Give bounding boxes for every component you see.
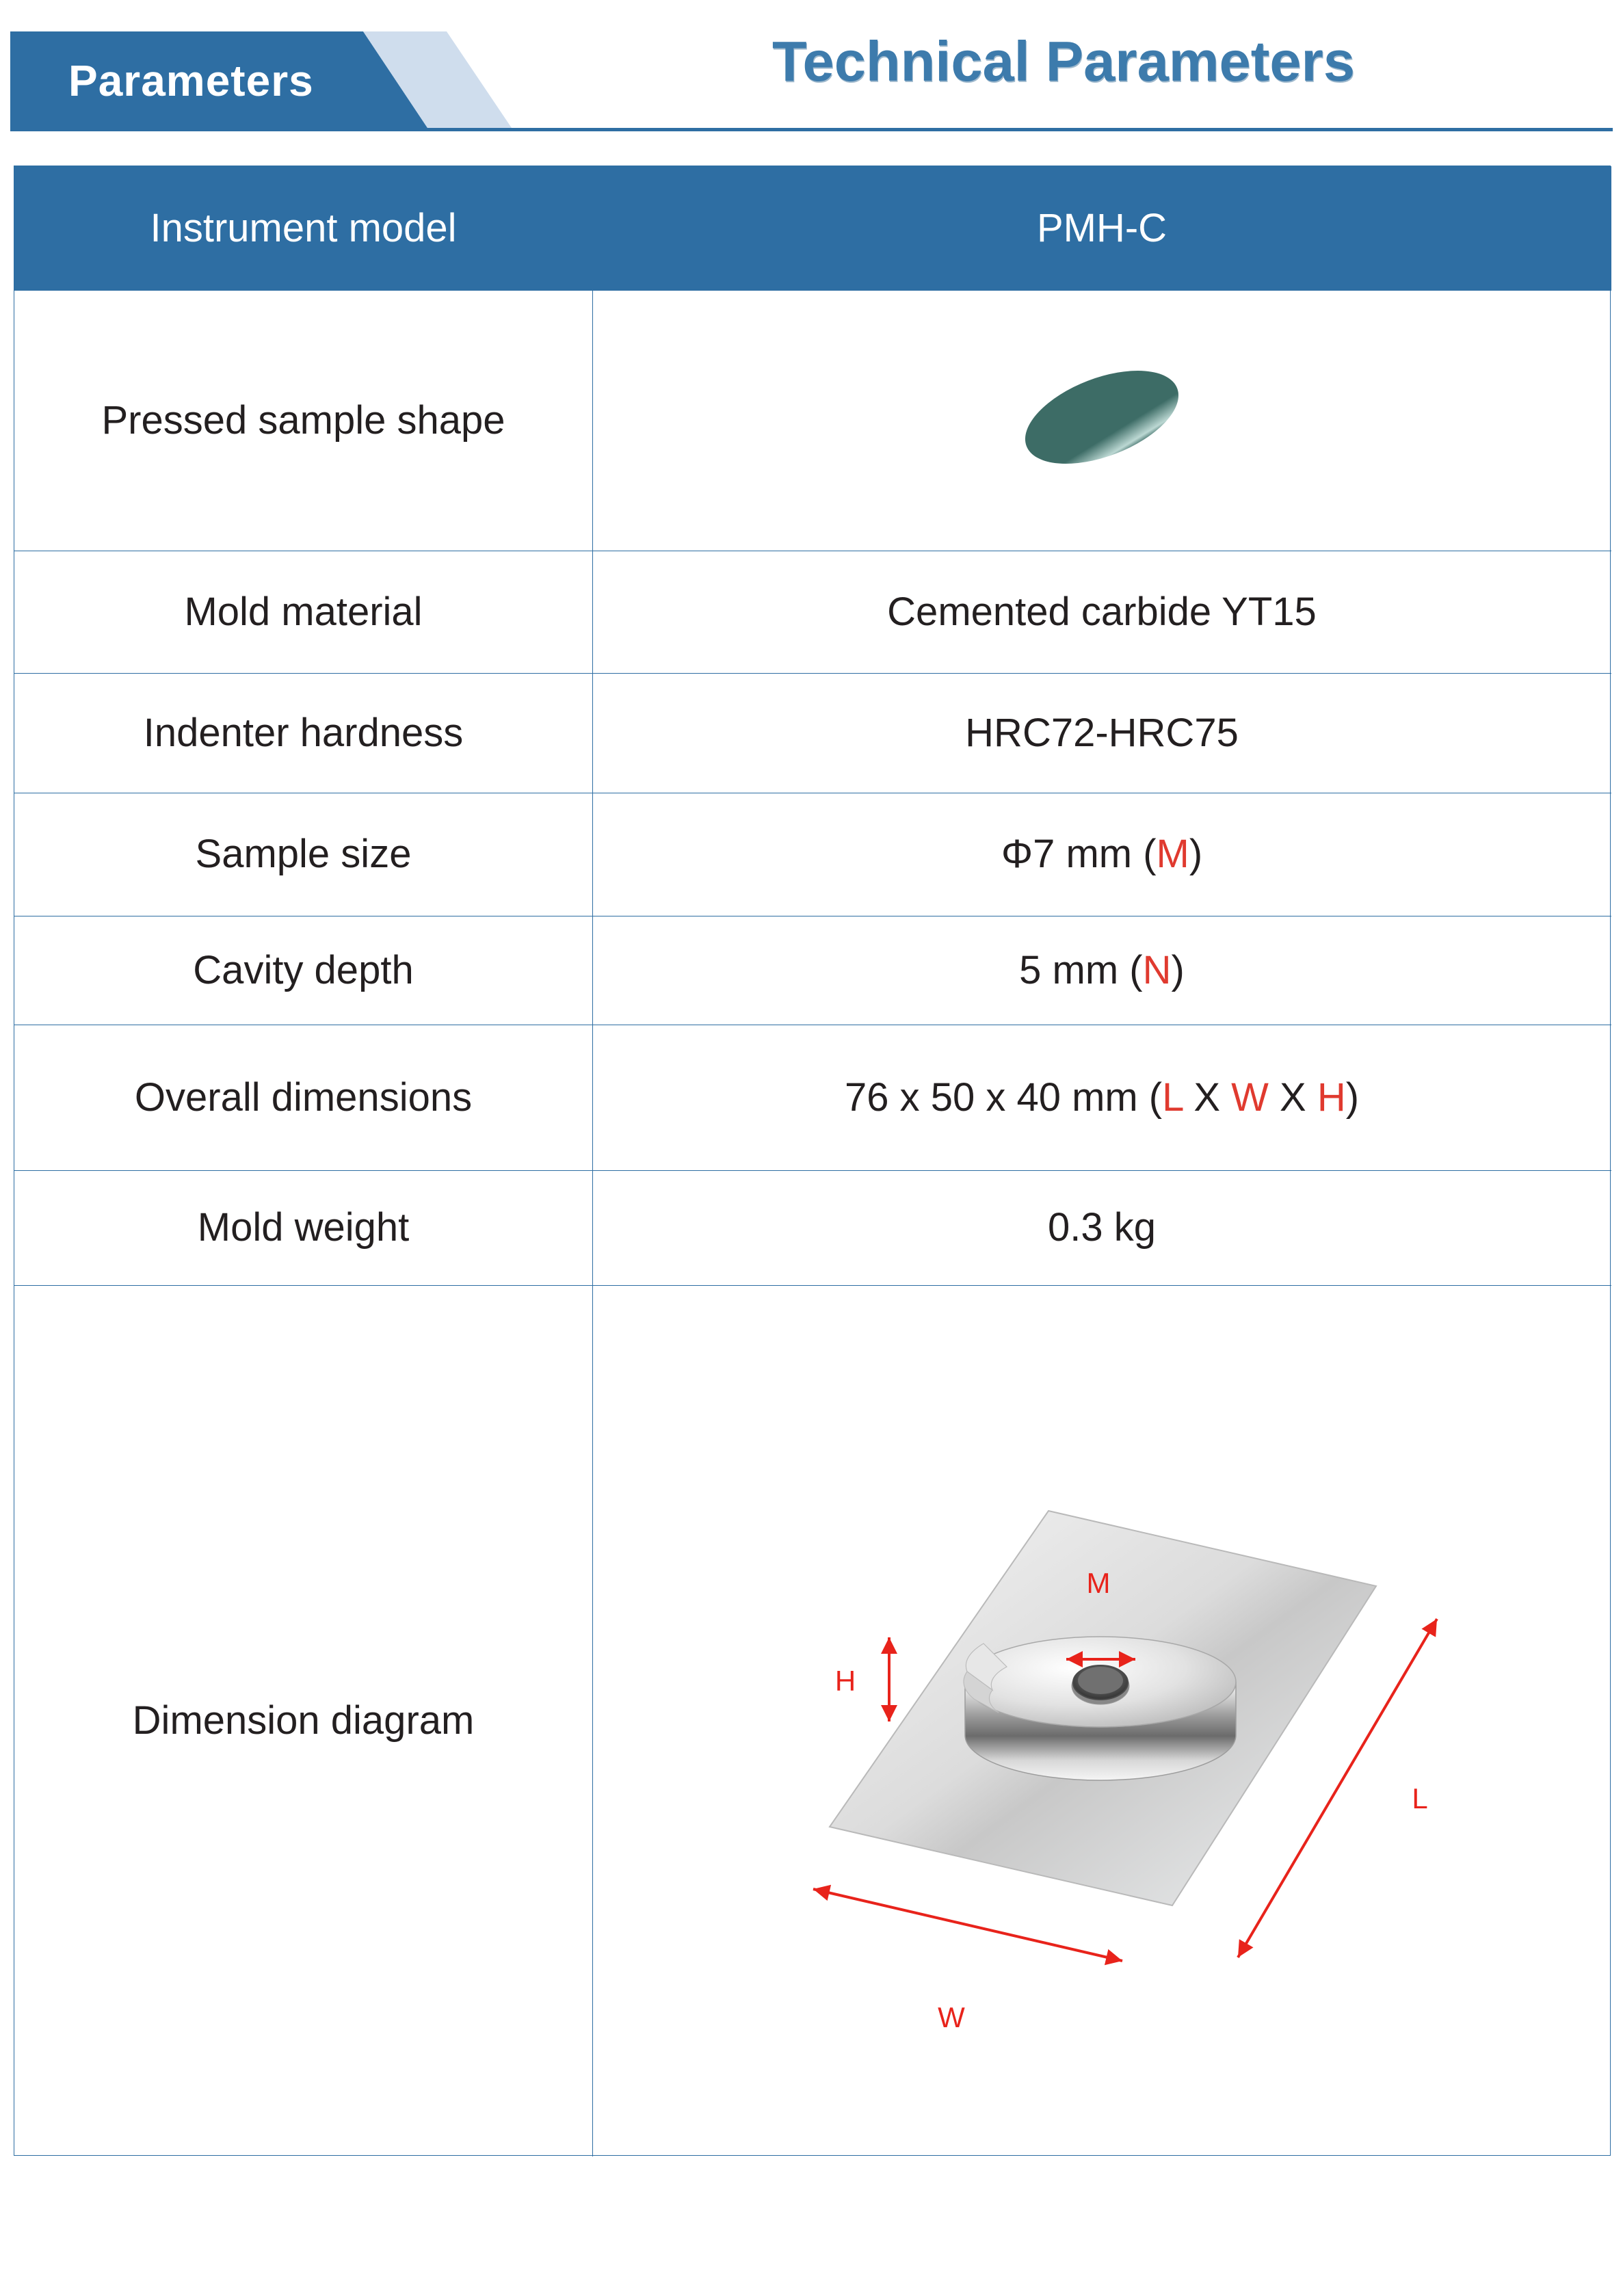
svg-text:Parameters: Parameters [68,56,314,105]
svg-text:L: L [1412,1782,1427,1815]
svg-text:W: W [938,2001,965,2033]
svg-text:H: H [835,1665,856,1697]
svg-text:M: M [1087,1567,1111,1599]
